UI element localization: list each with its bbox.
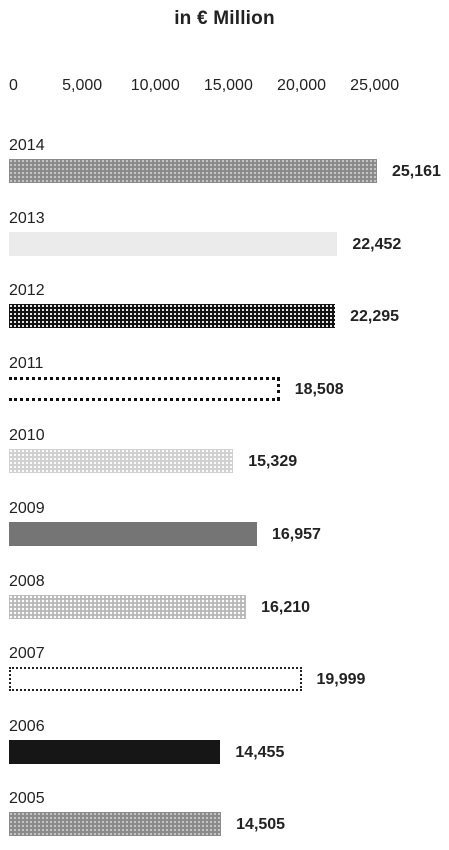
value-label: 25,161: [392, 163, 441, 180]
x-tick-label: 0: [9, 77, 18, 94]
x-tick-label: 25,000: [350, 77, 400, 94]
bar-row: 2006 14,455: [0, 718, 449, 778]
x-tick-label: 5,000: [62, 77, 103, 94]
x-tick-label: 20,000: [277, 77, 326, 94]
bar-row: 2012 22,295: [0, 282, 449, 342]
category-label: 2008: [9, 572, 45, 590]
chart-title: in € Million: [174, 8, 275, 29]
category-label: 2011: [9, 354, 44, 372]
bar-row: 2009 16,957: [0, 500, 449, 560]
bar: [9, 667, 302, 692]
bar: [9, 159, 377, 183]
category-label: 2005: [9, 790, 45, 808]
value-label: 14,505: [236, 816, 286, 834]
bar: [9, 449, 234, 474]
bar: [9, 739, 221, 764]
value-label: 15,329: [248, 453, 298, 471]
bar-row: 2008 16,210: [0, 573, 449, 633]
category-label: 2009: [9, 500, 45, 517]
x-tick-label: 10,000: [130, 77, 180, 94]
bar-row: 2005 14,505: [0, 790, 449, 850]
category-label: 2007: [9, 645, 45, 663]
category-label: 2013: [9, 209, 45, 227]
bar-row: 2011 18,508: [0, 355, 449, 415]
value-label: 18,508: [294, 380, 344, 398]
bar: [9, 594, 247, 619]
bar: [9, 231, 338, 256]
value-label: 22,295: [350, 308, 400, 326]
bar-row: 2010 15,329: [0, 427, 449, 487]
category-label: 2014: [9, 137, 45, 154]
x-tick-label: 15,000: [203, 77, 253, 94]
bar-row: 2014 25,161: [0, 137, 449, 197]
bar-row: 2013 22,452: [0, 210, 449, 270]
bar: [9, 522, 257, 546]
bar: [9, 304, 336, 329]
bar: [9, 812, 222, 837]
value-label: 16,210: [261, 598, 311, 616]
value-label: 19,999: [316, 671, 366, 689]
value-label: 16,957: [272, 526, 321, 543]
category-label: 2012: [9, 282, 45, 300]
value-label: 14,455: [235, 743, 285, 761]
value-label: 22,452: [352, 235, 402, 253]
category-label: 2010: [9, 427, 45, 445]
category-label: 2006: [9, 717, 45, 735]
bar-row: 2007 19,999: [0, 645, 449, 705]
bar: [9, 376, 280, 401]
x-axis: 0 5,000 10,000 15,000 20,000 25,000: [0, 77, 449, 97]
